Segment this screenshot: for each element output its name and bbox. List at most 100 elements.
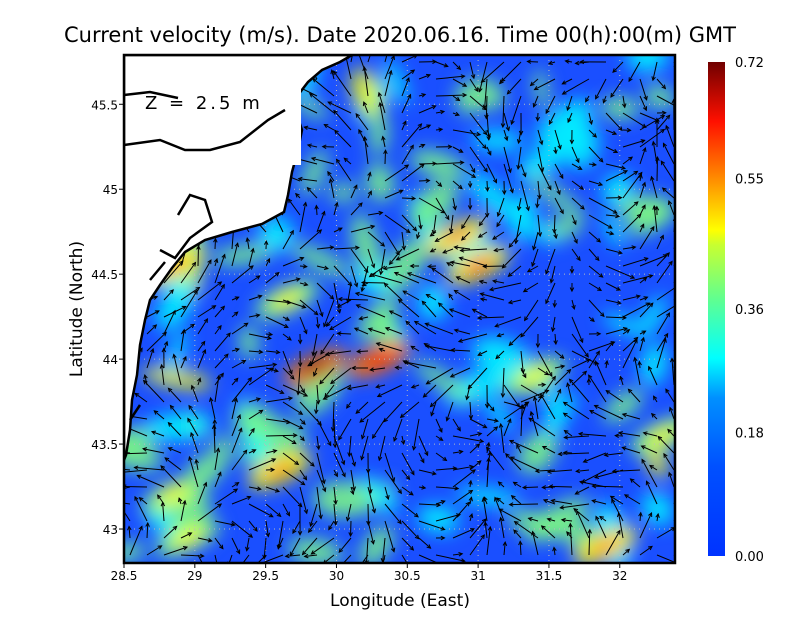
arrow-head — [573, 508, 579, 513]
arrow-head — [426, 124, 432, 129]
velocity-arrow — [442, 248, 454, 254]
arrow-head — [557, 451, 563, 457]
velocity-arrow — [537, 129, 544, 146]
arrow-shaft — [260, 554, 284, 563]
arrow-head — [426, 544, 432, 549]
velocity-arrow — [418, 485, 427, 490]
velocity-arrow — [603, 452, 624, 458]
arrow-shaft — [650, 176, 658, 199]
arrow-shaft — [588, 529, 591, 556]
arrow-head — [300, 388, 305, 394]
arrow-head — [584, 352, 589, 358]
velocity-arrow — [656, 114, 671, 131]
velocity-arrow — [469, 146, 488, 173]
arrow-head — [355, 304, 361, 309]
arrow-head — [401, 245, 407, 251]
arrow-head — [218, 574, 222, 578]
arrow-shaft — [389, 248, 403, 265]
speed-patch — [618, 194, 675, 224]
arrow-shaft — [452, 78, 467, 87]
arrow-head — [560, 364, 566, 369]
arrow-shaft — [350, 185, 358, 199]
arrow-head — [680, 321, 684, 325]
velocity-arrow — [435, 452, 448, 462]
arrow-shaft — [161, 364, 165, 386]
depth-label: Z = 2.5 m — [145, 93, 263, 114]
arrow-shaft — [401, 94, 411, 114]
y-tick-label: 44 — [103, 353, 118, 367]
arrow-head — [250, 247, 255, 253]
speed-patch — [471, 130, 523, 151]
speed-hotspot — [263, 459, 297, 480]
speed-patch — [296, 363, 343, 416]
arrow-head — [355, 409, 361, 415]
arrow-head — [294, 192, 300, 198]
arrow-head — [576, 256, 581, 262]
arrow-head — [609, 495, 615, 500]
velocity-arrow — [297, 333, 303, 345]
velocity-arrow — [480, 61, 505, 83]
arrow-head — [540, 525, 546, 530]
arrow-head — [138, 525, 143, 531]
arrow-shaft — [435, 435, 443, 441]
velocity-arrow — [208, 396, 216, 420]
velocity-arrow — [306, 143, 318, 148]
arrow-shaft — [355, 113, 369, 131]
arrow-shaft — [668, 200, 675, 216]
speed-patch — [602, 212, 624, 248]
arrow-shaft — [333, 70, 352, 97]
velocity-arrow — [617, 431, 641, 437]
arrow-shaft — [469, 534, 485, 556]
speed-patch — [312, 481, 373, 517]
arrow-shaft — [197, 349, 206, 369]
velocity-arrow — [534, 468, 556, 474]
arrow-head — [279, 389, 285, 394]
velocity-arrow — [639, 114, 666, 131]
velocity-arrow — [231, 397, 238, 420]
velocity-arrow — [406, 272, 437, 284]
arrow-head — [424, 322, 430, 327]
velocity-arrow — [563, 429, 573, 437]
arrow-head — [203, 318, 209, 323]
velocity-arrow — [248, 449, 257, 454]
velocity-arrow — [401, 452, 415, 476]
arrow-head — [355, 113, 360, 118]
arrow-head — [410, 470, 415, 476]
velocity-arrow — [180, 328, 186, 352]
arrow-head — [593, 404, 599, 409]
arrow-head — [631, 245, 637, 250]
velocity-arrow — [622, 274, 654, 284]
velocity-arrow — [562, 401, 590, 420]
arrow-shaft — [452, 418, 461, 431]
velocity-arrow — [579, 59, 607, 65]
arrow-shaft — [304, 554, 318, 558]
velocity-arrow — [265, 503, 282, 518]
speed-patch — [124, 542, 146, 562]
speed-patch — [143, 412, 213, 441]
velocity-arrow — [669, 357, 675, 386]
arrow-head — [609, 341, 614, 346]
arrow-head — [663, 332, 669, 338]
velocity-arrow — [367, 55, 371, 63]
velocity-arrow — [424, 344, 454, 352]
velocity-arrow — [653, 395, 658, 403]
arrow-shaft — [288, 198, 301, 216]
velocity-arrow — [231, 359, 247, 369]
arrow-head — [211, 424, 217, 430]
arrow-shaft — [486, 458, 490, 488]
velocity-arrow — [367, 520, 375, 545]
arrow-shaft — [214, 472, 222, 488]
arrow-head — [127, 525, 132, 531]
arrow-shaft — [669, 407, 675, 420]
velocity-arrow — [566, 95, 573, 112]
arrow-head — [110, 433, 114, 437]
velocity-arrow — [307, 520, 318, 533]
velocity-arrow — [394, 365, 403, 370]
velocity-arrow — [514, 214, 522, 245]
velocity-arrow — [410, 345, 420, 352]
arrow-head — [406, 272, 412, 277]
arrow-shaft — [571, 163, 582, 170]
arrow-shaft — [282, 469, 305, 486]
arrow-shaft — [446, 262, 454, 267]
arrow-shaft — [323, 299, 335, 327]
